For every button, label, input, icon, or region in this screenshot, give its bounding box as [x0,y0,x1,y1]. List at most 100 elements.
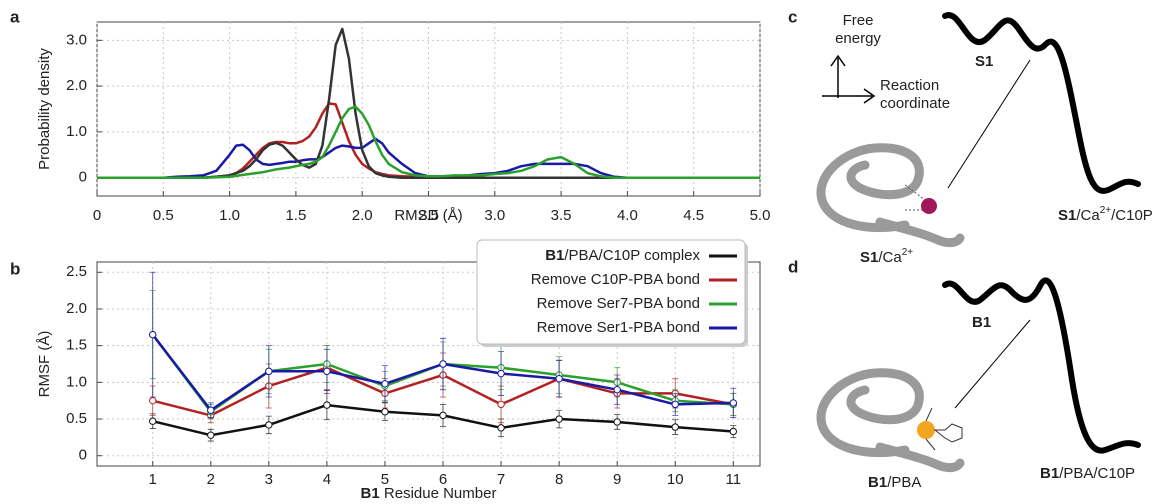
x-tick-label: 0.5 [153,207,174,224]
text-part: B1 [868,474,887,491]
x-tick-label: 4 [323,471,331,488]
x-tick-label: 2.5 [418,207,439,224]
text-part: S1 [975,53,993,70]
text-part: B1 [361,485,380,502]
text-part: /PBA/C10P [1059,465,1135,482]
text-part: Remove Ser7-PBA bond [537,295,700,312]
state-label: S1/Ca2+ [860,247,913,266]
ion [921,198,937,214]
text-part: B1 [972,314,991,331]
state-label: B1 [972,314,991,331]
point [265,421,273,429]
y-tick-label: 0.5 [66,410,87,427]
energy-curve [942,277,1141,454]
protein-shape [816,143,965,248]
state-label: S1 [975,53,993,70]
pointer [947,59,1031,189]
axis-text: coordinate [880,95,950,112]
point [671,423,679,431]
point [149,330,157,339]
point [265,367,273,376]
series-line [97,27,760,179]
panel-label: b [10,259,20,278]
point [613,385,621,394]
legend [476,239,746,345]
point [439,360,447,368]
protein-shape [816,368,965,473]
text-part: /PBA/C10P complex [564,247,700,264]
text-part: Remove Ser1-PBA bond [537,319,700,336]
y-tick-label: 1.0 [66,123,87,140]
point [149,396,157,405]
text-part: B1 [1040,465,1059,482]
x-tick-label: 9 [613,471,621,488]
axis-text: energy [835,30,881,47]
y-tick-label: 0 [79,447,87,464]
point [613,418,621,426]
x-tick-label: 1.5 [285,207,306,224]
point [729,399,737,407]
legend-label: Remove Ser7-PBA bond [537,295,700,312]
panel-label: a [10,7,20,26]
text-part: /Ca [1076,207,1100,224]
point [497,400,505,409]
y-tick-label: 1.5 [66,337,87,354]
point [729,427,737,436]
x-tick-label: 11 [726,471,742,488]
y-tick-label: 3.0 [66,31,87,48]
legend-label: B1/PBA/C10P complex [545,247,700,264]
point [149,417,157,425]
y-tick-label: 2.5 [66,263,87,280]
x-axis-title: RMSD (Å) [394,207,462,224]
text-part: 2+ [1100,205,1112,216]
x-tick-label: 3 [265,471,273,488]
point [671,400,679,409]
x-tick-label: 7 [497,471,505,488]
text-part: /Ca [878,249,902,266]
bond [904,184,926,211]
point [555,374,563,383]
x-tick-label: 1 [149,471,157,488]
text-part: 2+ [902,247,914,258]
panel-label: d [788,257,798,276]
x-tick-label: 2.0 [352,207,373,224]
x-tick-label: 1.0 [219,207,240,224]
y-tick-label: 0 [79,169,87,186]
y-tick-label: 2.0 [66,300,87,317]
text-part: S1 [860,249,878,266]
axes-arrows [822,54,876,104]
point [207,431,215,439]
series-line [97,137,760,179]
point [497,369,505,378]
text-part: /C10P [1111,207,1153,224]
y-axis-title: RMSF (Å) [36,331,53,398]
x-tick-label: 4.5 [683,207,704,224]
x-tick-label: 6 [439,471,447,488]
point [381,380,389,388]
energy-curve [942,12,1141,194]
legend-label: Remove C10P-PBA bond [531,271,700,288]
boron [917,421,935,439]
x-tick-label: 5.0 [750,207,771,224]
point [323,367,331,376]
point [207,406,215,414]
text-part: Residue Number [380,485,497,502]
panel-label: c [788,7,797,26]
state-label: B1/PBA/C10P [1040,465,1135,482]
x-tick-label: 5 [381,471,389,488]
point [497,424,505,432]
point [323,401,331,409]
x-tick-label: 3.0 [484,207,505,224]
point [555,415,563,423]
axis-text: Free [843,12,874,29]
axis-text: Reaction [880,77,939,94]
x-tick-label: 4.0 [617,207,638,224]
x-tick-label: 8 [555,471,563,488]
x-axis-title: B1 Residue Number [361,485,497,502]
x-tick-label: 2 [207,471,215,488]
series-line [97,105,760,179]
state-label: B1/PBA [868,474,921,491]
legend-label: Remove Ser1-PBA bond [537,319,700,336]
y-tick-label: 1.0 [66,373,87,390]
x-tick-label: 3.5 [551,207,572,224]
